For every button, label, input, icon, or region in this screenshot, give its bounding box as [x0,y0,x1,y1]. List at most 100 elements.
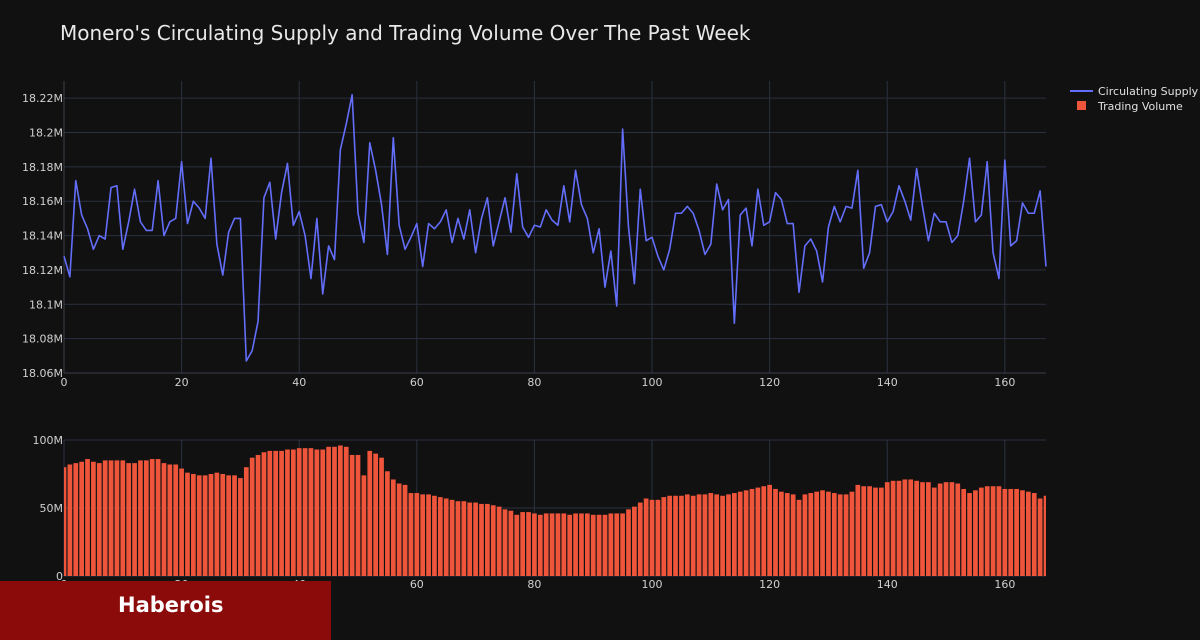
volume-bar [273,450,279,576]
volume-bar [1014,488,1019,576]
volume-bar [338,445,343,576]
volume-bar [196,475,202,576]
volume-bar [343,446,349,576]
volume-bar [514,514,520,576]
volume-bar [79,461,84,576]
supply-x-tick-label: 160 [994,376,1015,389]
volume-bar [667,495,673,576]
volume-bar [102,460,108,576]
volume-bar [867,486,872,576]
volume-bar [614,513,620,576]
volume-bar [449,499,455,576]
volume-bar [161,463,167,576]
volume-bar [64,467,67,576]
volume-bar [267,450,273,576]
volume-bar [373,453,378,576]
supply-y-tick-label: 18.12M [22,264,63,277]
volume-bar [467,502,473,576]
volume-bar [990,486,996,576]
volume-bar [437,497,443,576]
volume-bar [761,486,767,576]
supply-plot-area: 18.06M 18.08M 18.1M 18.12M 18.14M 18.16M 18.18… [22,81,1047,389]
volume-bar [226,475,231,576]
volume-y-axis: 0 50M 100M [33,434,64,583]
volume-bar [502,509,508,576]
volume-bar [485,503,490,576]
volume-bar [167,464,173,576]
volume-bar [408,493,414,576]
volume-bar [596,514,602,576]
volume-bar [473,502,478,576]
volume-bar [526,512,531,576]
volume-bar [296,448,302,576]
legend-item-trading-volume[interactable]: Trading Volume [1077,100,1183,113]
volume-bar [1031,493,1037,576]
volume-bar [684,494,690,576]
volume-bar [802,494,808,576]
volume-bar [855,484,861,576]
volume-bar [290,449,296,576]
legend-label-volume: Trading Volume [1097,100,1183,113]
volume-bar [67,464,73,576]
volume-bar [602,514,608,576]
volume-bar [896,480,902,576]
supply-x-tick-label: 0 [61,376,68,389]
volume-bar [814,491,820,576]
volume-bar [902,479,908,576]
volume-bar [737,491,743,576]
volume-bar [849,491,855,576]
volume-bar [173,464,179,576]
volume-bar [843,494,849,576]
volume-bar [626,509,631,576]
volume-bar [1008,488,1014,576]
supply-x-tick-label: 60 [410,376,424,389]
volume-bar [1043,495,1046,576]
volume-bar [85,459,90,576]
supply-x-tick-label: 80 [527,376,541,389]
volume-bar [608,513,614,576]
volume-bar [214,472,220,576]
volume-bar [379,457,384,576]
volume-bar [255,454,261,576]
supply-x-tick-label: 140 [877,376,898,389]
volume-bar [361,475,367,576]
volume-bar [749,488,755,576]
volume-bar [185,472,190,576]
legend-item-circulating-supply[interactable]: Circulating Supply [1070,85,1199,98]
volume-bar [414,493,420,576]
volume-bar [943,482,949,576]
volume-bar [396,483,402,576]
volume-bar [455,501,461,576]
volume-bar [426,494,431,576]
volume-bar [332,446,337,576]
volume-bar [655,499,661,576]
legend[interactable]: Circulating Supply Trading Volume [1070,85,1199,113]
supply-y-tick-label: 18.22M [22,92,63,105]
volume-bar [220,474,226,576]
volume-bar [537,514,543,576]
volume-x-tick-label: 80 [527,578,541,591]
volume-bar [908,479,914,576]
volume-bar [479,503,484,576]
volume-bar [308,448,314,576]
volume-bar [661,497,667,576]
legend-square-swatch [1077,101,1086,110]
brand-label: Haberois [118,593,224,617]
volume-bar [390,479,396,576]
volume-bar [808,493,814,576]
volume-bar [820,490,825,576]
volume-bar [367,450,373,576]
volume-y-tick-label: 50M [40,502,64,515]
volume-bar [385,471,390,576]
supply-series-line [63,93,1047,362]
volume-bar [420,494,426,576]
supply-y-tick-label: 18.08M [22,333,63,346]
volume-bar [590,514,596,576]
volume-bar [873,487,878,576]
volume-bar [443,498,449,576]
volume-bar [726,494,731,576]
volume-bar [314,449,320,576]
